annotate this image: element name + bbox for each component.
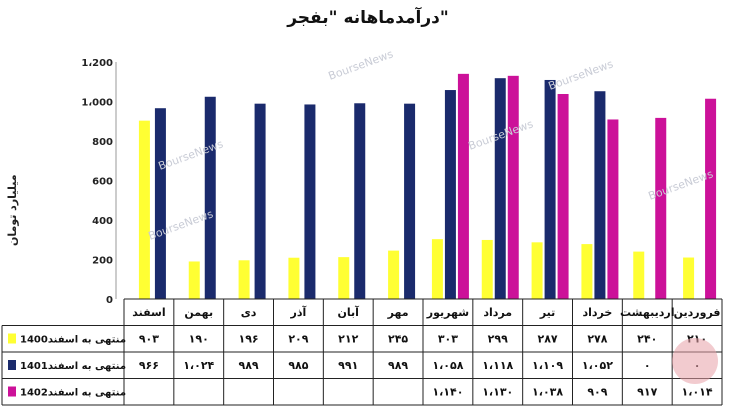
bar <box>338 257 350 299</box>
data-label: ۲۹۹ <box>488 333 508 346</box>
data-label: ۹۰۳ <box>139 333 159 346</box>
data-label: ۲۸۷ <box>538 333 558 346</box>
data-label: ۳۰۳ <box>438 333 458 346</box>
data-label: ۱،۰۳۸ <box>532 386 563 399</box>
data-label: ۱،۰۵۲ <box>582 359 613 372</box>
x-tick-label: دی <box>241 306 257 319</box>
bar <box>494 78 506 299</box>
x-tick-label: شهریور <box>426 306 469 319</box>
data-label: ۲۱۲ <box>338 333 358 346</box>
x-tick-label: اسفند <box>132 306 165 319</box>
bar <box>404 103 416 299</box>
bar <box>633 251 645 299</box>
data-label: ۱۹۰ <box>189 333 209 346</box>
data-label: ۱،۱۱۸ <box>482 359 513 372</box>
y-tick-label: 1،000 <box>81 98 113 109</box>
data-label: ۱۹۶ <box>239 333 259 346</box>
bar <box>594 91 606 299</box>
legend-label: منتهی به اسفند1400 <box>20 335 126 346</box>
bar <box>481 239 493 299</box>
data-label: ۲۴۰ <box>637 333 657 346</box>
bar <box>204 96 216 299</box>
data-label: ۹۱۷ <box>637 386 657 399</box>
x-tick-label: آذر <box>290 305 307 319</box>
bar <box>254 103 266 299</box>
data-label: ۱،۱۴۰ <box>432 386 463 399</box>
data-label: ۲۰۹ <box>288 333 308 346</box>
bar <box>507 75 519 299</box>
legend-swatch <box>8 386 16 397</box>
data-label: ۹۰۹ <box>587 386 607 399</box>
data-label: ۹۹۱ <box>338 359 358 372</box>
legend-label: منتهی به اسفند1402 <box>20 388 126 399</box>
data-label: ۹۶۶ <box>139 359 159 372</box>
legend-swatch <box>8 333 16 344</box>
data-label: ۹۸۵ <box>288 359 308 372</box>
watermark-logo-icon <box>672 338 718 384</box>
legend-swatch <box>8 360 16 370</box>
legend-label: منتهی به اسفند1401 <box>20 361 126 372</box>
bar <box>288 257 300 299</box>
bar <box>544 79 556 299</box>
y-tick-label: 200 <box>92 256 113 267</box>
bar <box>531 242 543 299</box>
bar <box>705 98 717 299</box>
x-tick-label: اردیبهشت <box>620 306 674 319</box>
data-label: ۱،۱۰۹ <box>532 359 563 372</box>
data-label: ۹۸۹ <box>239 359 259 372</box>
y-tick-label: 600 <box>92 177 113 188</box>
bar <box>557 93 569 300</box>
bar <box>457 73 469 299</box>
data-label: ۱،۱۳۰ <box>482 386 513 399</box>
watermark-text: BourseNews <box>547 57 616 93</box>
bar <box>607 119 619 299</box>
data-label: ۱،۰۲۴ <box>183 359 214 372</box>
y-tick-label: 1،200 <box>81 58 113 69</box>
x-tick-label: فروردین <box>674 306 721 319</box>
bar <box>154 108 166 299</box>
y-tick-label: 800 <box>92 137 113 148</box>
bar <box>431 239 443 299</box>
bar <box>683 257 695 299</box>
data-label: ۲۷۸ <box>587 333 607 346</box>
x-tick-label: مهر <box>387 306 409 319</box>
x-tick-label: مرداد <box>483 306 512 319</box>
bar <box>444 90 456 299</box>
bar <box>138 120 150 299</box>
data-label: ۲۴۵ <box>388 333 408 346</box>
chart-title: درآمدماهانه "بفجر" <box>287 8 449 28</box>
bar <box>581 244 593 299</box>
bar <box>354 103 366 299</box>
bar <box>188 261 200 299</box>
y-tick-label: 400 <box>92 216 113 227</box>
data-label: ۰ <box>644 359 651 372</box>
watermark-text: BourseNews <box>327 47 396 83</box>
data-label: ۱،۰۵۸ <box>432 359 463 372</box>
x-tick-label: تیر <box>539 306 555 319</box>
x-tick-label: خرداد <box>582 306 612 319</box>
x-tick-label: بهمن <box>184 306 213 319</box>
bar <box>388 250 400 299</box>
bar <box>304 104 316 300</box>
bar <box>655 117 667 299</box>
data-label: ۹۸۹ <box>388 359 408 372</box>
y-tick-label: 0 <box>106 295 113 306</box>
bar <box>238 260 250 299</box>
data-label: ۱،۰۱۴ <box>682 386 713 399</box>
x-tick-label: آبان <box>338 305 360 319</box>
